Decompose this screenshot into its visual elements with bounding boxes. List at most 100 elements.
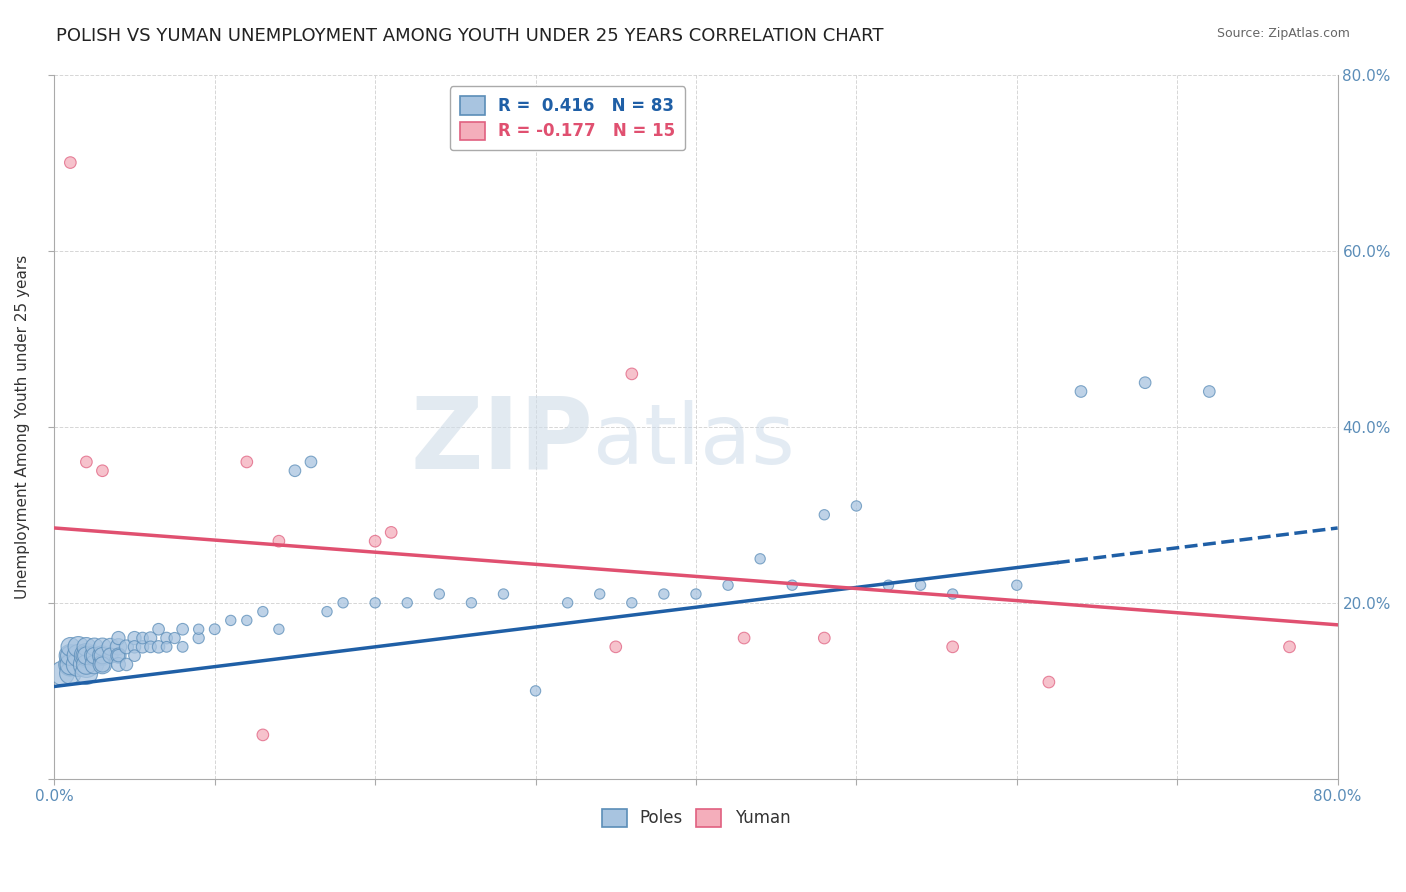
Point (620, 367, 643, 381)
Point (717, 578, 740, 592)
Point (67, 657, 90, 672)
Point (91, 648, 114, 663)
Point (67, 648, 90, 663)
Point (115, 640, 138, 654)
Point (75, 640, 97, 654)
Point (284, 464, 307, 478)
Point (780, 578, 803, 592)
Point (396, 596, 419, 610)
Point (1005, 578, 1028, 592)
Point (155, 631, 177, 645)
Point (107, 640, 129, 654)
Point (316, 605, 339, 619)
Point (91, 657, 114, 672)
Point (124, 631, 146, 645)
Point (59, 657, 82, 672)
Point (492, 587, 515, 601)
Point (107, 648, 129, 663)
Point (236, 455, 259, 469)
Text: Source: ZipAtlas.com: Source: ZipAtlas.com (1216, 27, 1350, 40)
Point (172, 640, 194, 654)
Point (589, 587, 612, 601)
Point (252, 605, 274, 619)
Point (1198, 384, 1220, 399)
Point (845, 499, 868, 513)
Y-axis label: Unemployment Among Youth under 25 years: Unemployment Among Youth under 25 years (15, 254, 30, 599)
Point (364, 596, 387, 610)
Text: atlas: atlas (593, 401, 794, 482)
Point (75, 657, 97, 672)
Point (172, 622, 194, 636)
Point (51, 666, 73, 681)
Point (59, 657, 82, 672)
Point (1070, 384, 1092, 399)
Point (460, 596, 482, 610)
Point (187, 622, 209, 636)
Text: ZIP: ZIP (411, 392, 593, 490)
Point (252, 728, 274, 742)
Point (75, 455, 97, 469)
Point (187, 631, 209, 645)
Point (749, 551, 772, 566)
Point (1133, 376, 1156, 390)
Point (59, 640, 82, 654)
Point (107, 631, 129, 645)
Point (733, 631, 755, 645)
Text: POLISH VS YUMAN UNEMPLOYMENT AMONG YOUTH UNDER 25 YEARS CORRELATION CHART: POLISH VS YUMAN UNEMPLOYMENT AMONG YOUTH… (56, 27, 884, 45)
Point (155, 640, 177, 654)
Point (139, 640, 162, 654)
Point (91, 640, 114, 654)
Point (100, 640, 122, 654)
Point (91, 464, 114, 478)
Point (204, 622, 226, 636)
Point (124, 640, 146, 654)
Legend: Poles, Yuman: Poles, Yuman (595, 802, 797, 834)
Point (380, 525, 402, 540)
Point (59, 666, 82, 681)
Point (59, 648, 82, 663)
Point (83, 648, 105, 663)
Point (75, 648, 97, 663)
Point (685, 587, 707, 601)
Point (652, 587, 675, 601)
Point (910, 578, 932, 592)
Point (75, 666, 97, 681)
Point (107, 657, 129, 672)
Point (91, 657, 114, 672)
Point (877, 578, 900, 592)
Point (83, 640, 105, 654)
Point (139, 631, 162, 645)
Point (67, 640, 90, 654)
Point (299, 455, 322, 469)
Point (267, 622, 290, 636)
Point (620, 596, 643, 610)
Point (1038, 675, 1060, 690)
Point (942, 587, 965, 601)
Point (942, 640, 965, 654)
Point (131, 640, 153, 654)
Point (83, 648, 105, 663)
Point (59, 648, 82, 663)
Point (1278, 640, 1301, 654)
Point (267, 534, 290, 549)
Point (75, 648, 97, 663)
Point (557, 596, 579, 610)
Point (75, 657, 97, 672)
Point (427, 587, 450, 601)
Point (91, 648, 114, 663)
Point (107, 648, 129, 663)
Point (148, 640, 170, 654)
Point (100, 648, 122, 663)
Point (83, 657, 105, 672)
Point (332, 596, 354, 610)
Point (219, 614, 242, 628)
Point (75, 648, 97, 663)
Point (524, 684, 547, 698)
Point (59, 155, 82, 169)
Point (605, 640, 627, 654)
Point (813, 508, 835, 522)
Point (131, 631, 153, 645)
Point (364, 534, 387, 549)
Point (115, 657, 138, 672)
Point (163, 631, 186, 645)
